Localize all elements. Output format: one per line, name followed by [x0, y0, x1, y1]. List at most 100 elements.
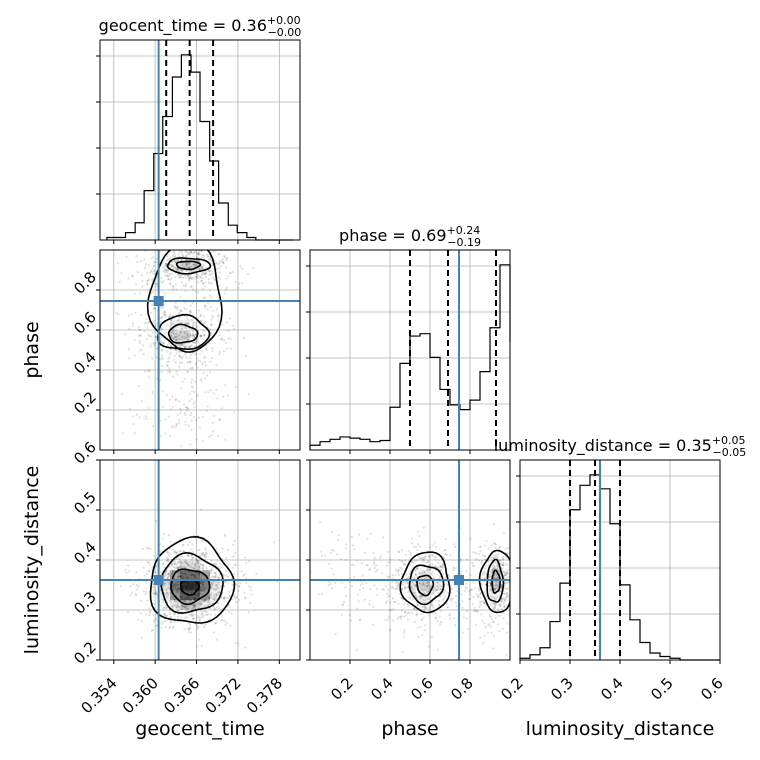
sample-point	[187, 335, 190, 338]
sample-point	[183, 599, 186, 602]
sample-point	[227, 563, 230, 566]
sample-point	[350, 584, 353, 588]
sample-point	[223, 254, 226, 258]
sample-point	[203, 555, 206, 558]
sample-point	[430, 635, 434, 639]
sample-point	[191, 615, 194, 618]
sample-point	[209, 571, 212, 574]
sample-point	[421, 583, 424, 587]
sample-point	[224, 384, 227, 387]
sample-point	[496, 567, 499, 570]
sample-point	[170, 595, 173, 599]
sample-point	[204, 364, 207, 367]
sample-point	[450, 588, 453, 591]
sample-point	[186, 564, 190, 567]
sample-point	[173, 231, 175, 233]
sample-point	[199, 573, 202, 576]
sample-point	[233, 563, 236, 567]
sample-point	[454, 601, 457, 604]
sample-point	[423, 555, 426, 558]
sample-point	[187, 253, 190, 256]
sample-point	[242, 336, 246, 339]
sample-point	[412, 589, 415, 592]
sample-point	[216, 593, 219, 596]
sample-point	[466, 558, 469, 561]
sample-point	[185, 616, 189, 619]
sample-point	[164, 606, 168, 610]
sample-point	[372, 605, 375, 608]
sample-point	[205, 555, 208, 559]
sample-point	[330, 548, 334, 551]
sample-point	[215, 308, 218, 311]
sample-point	[189, 587, 192, 590]
sample-point	[216, 601, 219, 605]
sample-point	[504, 547, 507, 550]
sample-point	[159, 250, 162, 254]
sample-point	[170, 564, 173, 568]
sample-point	[184, 586, 187, 589]
sample-point	[207, 281, 211, 284]
sample-point	[169, 353, 172, 356]
sample-point	[189, 626, 192, 629]
sample-point	[464, 586, 467, 589]
sample-point	[503, 573, 507, 576]
sample-point	[177, 419, 181, 422]
sample-point	[179, 331, 182, 334]
sample-point	[161, 348, 164, 351]
sample-point	[173, 259, 176, 263]
sample-point	[503, 598, 507, 601]
sample-point	[198, 426, 202, 429]
sample-point	[204, 553, 207, 556]
sample-point	[202, 263, 205, 266]
sample-point	[201, 265, 204, 269]
sample-point	[231, 566, 235, 569]
sample-point	[186, 317, 189, 321]
sample-point	[202, 329, 205, 332]
sample-point	[190, 277, 194, 280]
sample-point	[160, 328, 163, 331]
density-cell	[180, 600, 191, 611]
sample-point	[172, 251, 176, 254]
sample-point	[478, 601, 482, 604]
sample-point	[420, 556, 423, 559]
sample-point	[214, 575, 218, 578]
sample-point	[193, 416, 196, 419]
sample-point	[188, 623, 191, 627]
sample-point	[210, 356, 213, 360]
sample-point	[422, 599, 425, 602]
sample-point	[367, 568, 371, 571]
sample-point	[466, 609, 469, 613]
sample-point	[164, 264, 168, 267]
sample-point	[203, 334, 206, 337]
sample-point	[186, 601, 189, 604]
sample-point	[198, 582, 202, 585]
sample-point	[209, 569, 213, 572]
sample-point	[491, 570, 494, 573]
sample-point	[195, 596, 198, 600]
sample-point	[191, 607, 194, 611]
sample-point	[192, 330, 195, 333]
sample-point	[174, 582, 177, 585]
sample-point	[195, 584, 198, 587]
sample-point	[344, 547, 348, 550]
sample-point	[500, 608, 503, 611]
sample-point	[173, 585, 176, 588]
sample-point	[204, 271, 208, 274]
sample-point	[211, 349, 214, 352]
sample-point	[204, 548, 207, 551]
sample-point	[192, 596, 196, 600]
sample-point	[175, 588, 179, 591]
sample-point	[170, 321, 173, 324]
sample-point	[162, 327, 165, 330]
sample-point	[167, 551, 170, 555]
sample-point	[422, 589, 425, 592]
sample-point	[190, 585, 193, 588]
sample-point	[477, 595, 480, 598]
sample-point	[179, 309, 182, 312]
sample-point	[169, 613, 172, 616]
sample-point	[218, 576, 221, 579]
sample-point	[199, 276, 202, 279]
sample-point	[203, 597, 206, 601]
sample-point	[163, 566, 166, 569]
sample-point	[237, 286, 240, 289]
